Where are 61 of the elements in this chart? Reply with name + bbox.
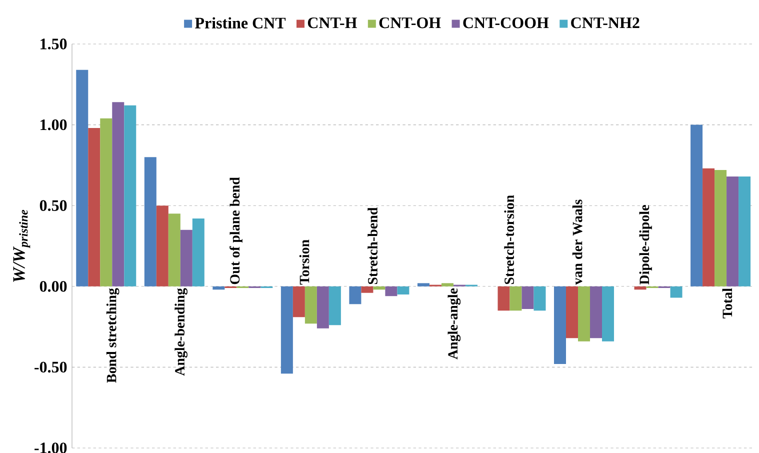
bar [144,157,156,286]
y-tick-label: -1.00 [34,442,67,453]
bar [634,286,646,290]
legend-label: Pristine CNT [194,17,286,28]
bar [690,124,703,286]
bar [602,286,614,342]
bar [280,286,293,374]
legend-label: CNT-H [308,17,357,28]
bar [349,286,362,304]
bar [212,286,225,290]
bar [397,286,410,294]
y-axis-title: W/W$_{pristine}$ [13,210,30,282]
x-tick-label: Out of plane bend [230,177,242,284]
y-tick-label: 0.00 [40,280,67,292]
bar [726,176,739,286]
x-tick-label: Total [722,288,732,318]
bar [100,118,112,286]
bar [738,176,751,286]
bar [578,286,590,342]
bar [292,286,305,318]
bar [590,286,602,338]
bar [554,286,566,364]
bar [714,170,727,286]
bar [670,286,682,298]
y-tick-label: 1.00 [40,119,67,130]
x-tick-label: Angle-bending [174,288,188,376]
bar [385,286,398,296]
bar [534,286,546,311]
x-tick-label: van der Waals [572,200,582,285]
bar [566,286,578,338]
bar [328,286,341,326]
bar [417,283,430,286]
bar [192,218,204,286]
x-tick-label: Torsion [299,240,310,285]
bar [522,286,534,310]
bar [124,105,136,286]
bar [168,214,180,286]
y-tick-label: 1.50 [40,38,67,50]
bar [498,286,510,311]
bar [702,168,715,286]
y-tick-label: 0.50 [40,200,67,212]
bar [316,286,329,328]
x-tick-label: Bond stretching [106,288,120,383]
bar [88,128,100,286]
bar [76,70,88,286]
legend-label: CNT-OH [379,17,441,28]
bar [180,230,192,286]
bar [156,206,168,286]
y-tick-label: -0.50 [34,362,67,373]
bar [373,286,386,290]
bar [441,283,454,286]
bar [361,286,374,293]
bar [112,102,124,286]
bar [510,286,522,311]
x-tick-label: Angle-angle [448,288,461,360]
x-tick-label: Stretch-torsion [504,195,514,284]
bar [304,286,317,324]
x-tick-label: Stretch-bend [368,207,378,284]
legend-label: CNT-COOH [463,17,549,28]
legend-label: CNT-NH2 [571,17,640,28]
x-tick-label: Dipole-dipole [639,205,652,285]
